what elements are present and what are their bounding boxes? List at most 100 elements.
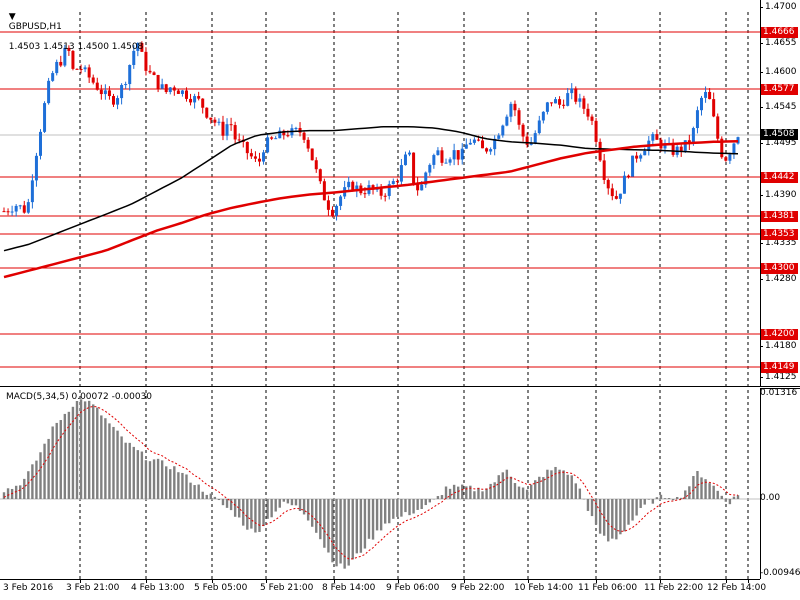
- macd-histogram-bar: [684, 490, 687, 499]
- macd-histogram-bar: [716, 490, 719, 499]
- candle-body: [695, 110, 699, 129]
- price-tick-mark: [760, 195, 763, 196]
- macd-histogram-bar: [14, 485, 18, 499]
- price-tick-mark: [760, 143, 763, 144]
- candle-body: [34, 155, 38, 181]
- candle-body: [128, 65, 132, 85]
- price-tick-label: 1.4280: [765, 274, 797, 284]
- candle-body: [635, 155, 639, 159]
- candle-body: [322, 181, 326, 201]
- candle-body: [347, 181, 351, 188]
- macd-histogram-bar: [485, 488, 488, 499]
- macd-histogram-bar: [39, 452, 42, 499]
- time-axis-label: 5 Feb 21:00: [260, 583, 314, 593]
- candle-body: [513, 103, 517, 111]
- macd-histogram-bar: [323, 499, 326, 548]
- candle-body: [55, 61, 59, 74]
- candle-body: [189, 98, 193, 103]
- candle-body: [201, 98, 205, 108]
- candle-body: [132, 50, 136, 66]
- candle-body: [452, 150, 456, 160]
- macd-histogram-bar: [663, 498, 667, 499]
- macd-scale[interactable]: [760, 388, 800, 579]
- candle-body: [448, 159, 452, 163]
- time-axis-label: 9 Feb 22:00: [451, 583, 505, 593]
- candle-body: [282, 130, 286, 136]
- macd-histogram-bar: [562, 470, 565, 499]
- candle-body: [152, 72, 156, 75]
- time-axis-tick: [596, 580, 597, 583]
- candle-body: [148, 70, 152, 73]
- candle-body: [10, 211, 14, 213]
- time-axis-label: 3 Feb 2016: [3, 583, 54, 593]
- macd-histogram-bar: [197, 484, 200, 499]
- candle-body: [83, 67, 87, 70]
- candle-body: [209, 117, 213, 120]
- macd-histogram-bar: [400, 499, 403, 517]
- macd-histogram-bar: [343, 499, 346, 569]
- macd-histogram-bar: [96, 407, 99, 499]
- candle-body: [481, 140, 485, 149]
- candle-body: [517, 110, 521, 125]
- collapse-triangle-icon[interactable]: ▼: [8, 12, 16, 22]
- price-tick-mark: [760, 279, 763, 280]
- candle-body: [578, 98, 582, 102]
- candle-body: [156, 74, 160, 89]
- chart-canvas[interactable]: [0, 0, 760, 580]
- price-tick-label: 1.4545: [765, 102, 797, 112]
- macd-histogram-bar: [627, 499, 630, 525]
- candle-body: [99, 89, 103, 95]
- candle-body: [245, 141, 249, 154]
- price-scale[interactable]: [760, 0, 800, 386]
- candle-body: [310, 148, 314, 161]
- macd-histogram-bar: [160, 460, 164, 499]
- macd-histogram-bar: [124, 442, 127, 499]
- candle-body: [355, 185, 359, 191]
- macd-histogram-bar: [574, 483, 577, 499]
- candle-body: [399, 165, 403, 182]
- macd-histogram-bar: [6, 488, 10, 499]
- macd-histogram-bar: [615, 499, 618, 540]
- candle-body: [168, 87, 172, 93]
- price-tick-label: 1.4390: [765, 190, 797, 200]
- price-tick-label: 1.4655: [765, 38, 797, 48]
- macd-histogram-bar: [404, 499, 407, 513]
- candle-body: [728, 154, 732, 161]
- macd-histogram-bar: [319, 499, 322, 540]
- candle-body: [436, 150, 440, 156]
- macd-histogram-bar: [586, 499, 590, 511]
- candle-body: [464, 144, 468, 149]
- current-price-label: 1.4508: [761, 129, 798, 140]
- macd-histogram-bar: [286, 499, 290, 504]
- candle-body: [124, 84, 128, 86]
- macd-histogram-bar: [315, 499, 318, 533]
- price-tick-label: 1.4125: [765, 372, 797, 382]
- level-price-label: 1.4577: [761, 84, 798, 95]
- macd-histogram-bar: [412, 499, 415, 514]
- macd-histogram-bar: [165, 466, 168, 499]
- macd-histogram-bar: [675, 497, 679, 499]
- candle-body: [708, 91, 712, 100]
- macd-histogram-bar: [221, 499, 225, 506]
- macd-histogram-bar: [59, 420, 62, 499]
- macd-histogram-bar: [173, 466, 176, 499]
- candle-body: [505, 116, 509, 126]
- macd-histogram-bar: [35, 460, 38, 499]
- candle-body: [408, 152, 412, 155]
- candle-body: [383, 195, 387, 197]
- time-axis-label: 5 Feb 05:00: [194, 583, 248, 593]
- time-axis-label: 9 Feb 06:00: [386, 583, 440, 593]
- candle-body: [485, 148, 489, 152]
- candle-body: [602, 160, 606, 180]
- candle-body: [428, 164, 432, 173]
- macd-histogram-bar: [671, 499, 675, 501]
- macd-histogram-bar: [238, 499, 241, 518]
- macd-histogram-bar: [209, 493, 213, 499]
- candle-body: [541, 111, 545, 121]
- candle-body: [489, 149, 493, 152]
- candle-body: [720, 138, 724, 158]
- candle-body: [237, 139, 241, 141]
- macd-histogram-bar: [546, 469, 549, 499]
- macd-histogram-bar: [505, 469, 509, 499]
- macd-histogram-bar: [347, 499, 350, 566]
